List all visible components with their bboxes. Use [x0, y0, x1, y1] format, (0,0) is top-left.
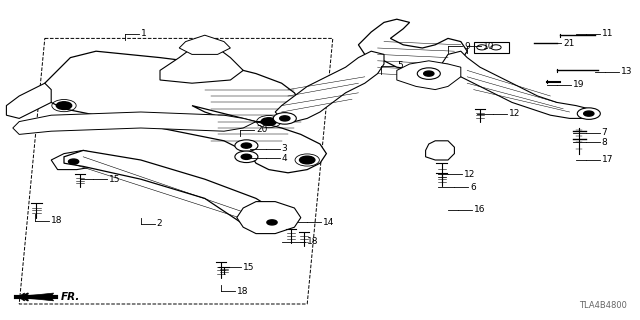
Text: FR.: FR.: [61, 292, 80, 302]
Polygon shape: [6, 83, 51, 118]
Polygon shape: [160, 45, 243, 83]
Text: 18: 18: [307, 237, 319, 246]
Text: 13: 13: [621, 68, 632, 76]
Text: TLA4B4800: TLA4B4800: [579, 301, 627, 310]
Text: 12: 12: [509, 109, 520, 118]
Circle shape: [273, 113, 296, 124]
Text: 7: 7: [602, 128, 607, 137]
FancyBboxPatch shape: [474, 42, 509, 53]
Polygon shape: [13, 112, 256, 134]
Circle shape: [417, 68, 440, 79]
Circle shape: [584, 111, 594, 116]
Text: 10: 10: [483, 42, 495, 51]
Text: 1: 1: [141, 29, 147, 38]
Circle shape: [68, 159, 79, 164]
Text: 11: 11: [602, 29, 613, 38]
Text: 21: 21: [563, 39, 575, 48]
Circle shape: [300, 156, 315, 164]
Circle shape: [261, 118, 276, 125]
Text: 14: 14: [323, 218, 335, 227]
Text: 5: 5: [397, 61, 403, 70]
Polygon shape: [397, 61, 461, 90]
Circle shape: [280, 116, 290, 121]
Text: 18: 18: [237, 287, 248, 296]
Text: 17: 17: [602, 156, 613, 164]
Polygon shape: [358, 19, 467, 70]
Circle shape: [267, 220, 277, 225]
Text: 2: 2: [157, 220, 163, 228]
Text: 20: 20: [256, 125, 268, 134]
Circle shape: [56, 102, 72, 109]
Text: 18: 18: [51, 216, 63, 225]
Text: 19: 19: [573, 80, 584, 89]
Text: 9: 9: [464, 42, 470, 51]
Polygon shape: [179, 35, 230, 54]
Text: 4: 4: [282, 154, 287, 163]
Circle shape: [241, 154, 252, 159]
Text: 3: 3: [282, 144, 287, 153]
Text: 15: 15: [109, 175, 120, 184]
Circle shape: [241, 143, 252, 148]
Polygon shape: [51, 150, 102, 170]
Polygon shape: [237, 202, 301, 234]
Polygon shape: [426, 141, 454, 160]
Circle shape: [235, 140, 258, 151]
Circle shape: [424, 71, 434, 76]
Text: 15: 15: [243, 263, 255, 272]
Polygon shape: [64, 150, 282, 230]
Polygon shape: [442, 51, 595, 118]
Text: 16: 16: [474, 205, 485, 214]
Circle shape: [235, 151, 258, 163]
Polygon shape: [275, 51, 384, 122]
Text: 6: 6: [470, 183, 476, 192]
Text: 8: 8: [602, 138, 607, 147]
Text: 12: 12: [464, 170, 476, 179]
Circle shape: [577, 108, 600, 119]
Polygon shape: [45, 51, 326, 173]
